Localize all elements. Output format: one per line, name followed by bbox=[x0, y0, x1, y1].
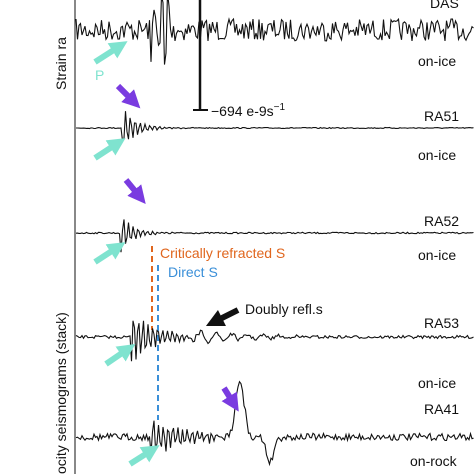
trace-name: RA52 bbox=[424, 213, 459, 229]
waveform bbox=[75, 0, 474, 65]
trace-name: DAS bbox=[430, 0, 459, 11]
arrow bbox=[93, 242, 126, 265]
trace-site: on-rock bbox=[410, 453, 458, 469]
arrow bbox=[123, 178, 146, 204]
axis-label-top: Strain ra bbox=[53, 37, 69, 90]
scale-exponent: −1 bbox=[274, 102, 286, 113]
waveforms bbox=[75, 0, 474, 467]
annotation: Doubly refl.s bbox=[245, 301, 323, 317]
arrow bbox=[93, 138, 126, 161]
arrow bbox=[221, 386, 239, 412]
trace-site: on-ice bbox=[418, 53, 456, 69]
trace-site: on-ice bbox=[418, 247, 456, 263]
waveform bbox=[75, 320, 474, 362]
arrows bbox=[93, 41, 240, 467]
arrow bbox=[104, 343, 136, 367]
annotation: Critically refracted S bbox=[160, 245, 285, 261]
axis-label-bottom: ocity seismograms (stack) bbox=[53, 312, 69, 474]
annotation: Direct S bbox=[168, 264, 218, 280]
trace-name: RA41 bbox=[424, 401, 459, 417]
arrow bbox=[205, 307, 240, 327]
scale-bar bbox=[193, 0, 208, 111]
phase-label: P bbox=[95, 67, 104, 83]
scale-value: −694 e-9s bbox=[211, 103, 274, 119]
arrow bbox=[115, 83, 141, 109]
scale-label: −694 e-9s−1 bbox=[211, 102, 286, 119]
trace-site: on-ice bbox=[418, 147, 456, 163]
arrow bbox=[128, 445, 160, 467]
waveform bbox=[76, 111, 474, 143]
waveform bbox=[75, 219, 474, 253]
trace-site: on-ice bbox=[418, 375, 456, 391]
arrow bbox=[93, 41, 128, 65]
waveform bbox=[75, 380, 474, 467]
trace-name: RA53 bbox=[424, 315, 459, 331]
trace-name: RA51 bbox=[424, 108, 459, 124]
